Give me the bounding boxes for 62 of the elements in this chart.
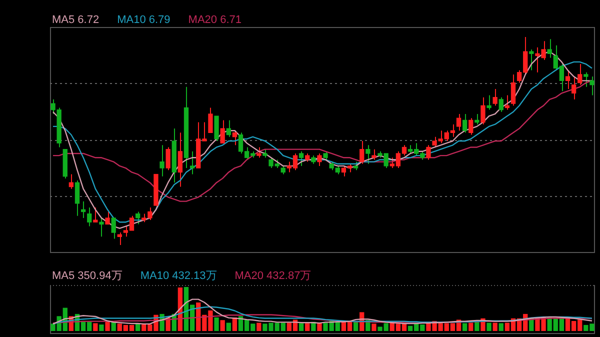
candlestick (456, 113, 462, 132)
bar (468, 322, 474, 331)
bar (93, 323, 98, 331)
bar (353, 322, 358, 331)
candlestick (468, 118, 474, 136)
text: MA5 350.94万 (52, 269, 122, 283)
text: MA20 6.71 (188, 14, 242, 26)
bar (305, 323, 310, 331)
text: MA10 432.13万 (140, 269, 217, 283)
bar (486, 322, 492, 331)
candlestick (360, 140, 364, 164)
candlestick (214, 116, 219, 142)
candlestick (426, 144, 431, 160)
candlestick (105, 211, 110, 225)
candlestick (99, 217, 104, 238)
candlestick (492, 88, 498, 106)
candlestick (317, 152, 322, 166)
bar (135, 324, 140, 331)
bar (220, 320, 225, 331)
candlestick (226, 120, 231, 138)
candlestick (578, 64, 582, 86)
bar (214, 317, 219, 331)
candlestick (571, 76, 576, 100)
text: MA5 6.72 (52, 14, 100, 26)
candlestick (498, 96, 504, 112)
candlestick (366, 144, 370, 164)
candlestick (232, 130, 238, 146)
candlestick (462, 113, 468, 134)
candlestick (529, 48, 534, 71)
candlestick (178, 132, 183, 188)
candlestick (584, 72, 588, 88)
candlestick (590, 76, 594, 96)
bar (298, 323, 304, 331)
bar (498, 323, 504, 331)
candlestick (220, 120, 225, 144)
candlestick (190, 150, 195, 175)
candlestick (160, 144, 164, 177)
bar (492, 322, 498, 331)
candlestick (298, 150, 304, 166)
candlestick (74, 180, 80, 216)
text: MA10 6.79 (117, 14, 170, 26)
candlestick (372, 148, 376, 160)
candlestick (565, 70, 570, 90)
candlestick (510, 74, 516, 106)
bar (462, 323, 468, 331)
candlestick (111, 217, 116, 240)
bar (226, 322, 231, 331)
candlestick (93, 207, 98, 223)
candlestick (208, 107, 213, 134)
bar (99, 324, 104, 331)
candlestick (135, 211, 140, 225)
candlestick (480, 96, 486, 125)
bar (256, 322, 262, 331)
candlestick (486, 94, 492, 110)
candlestick (68, 174, 74, 190)
bar (372, 324, 376, 331)
candlestick (87, 207, 92, 227)
candlestick (166, 146, 170, 171)
candlestick (256, 146, 262, 158)
text: MA20 432.87万 (234, 269, 312, 283)
bar (105, 322, 110, 331)
candlestick (547, 38, 552, 58)
